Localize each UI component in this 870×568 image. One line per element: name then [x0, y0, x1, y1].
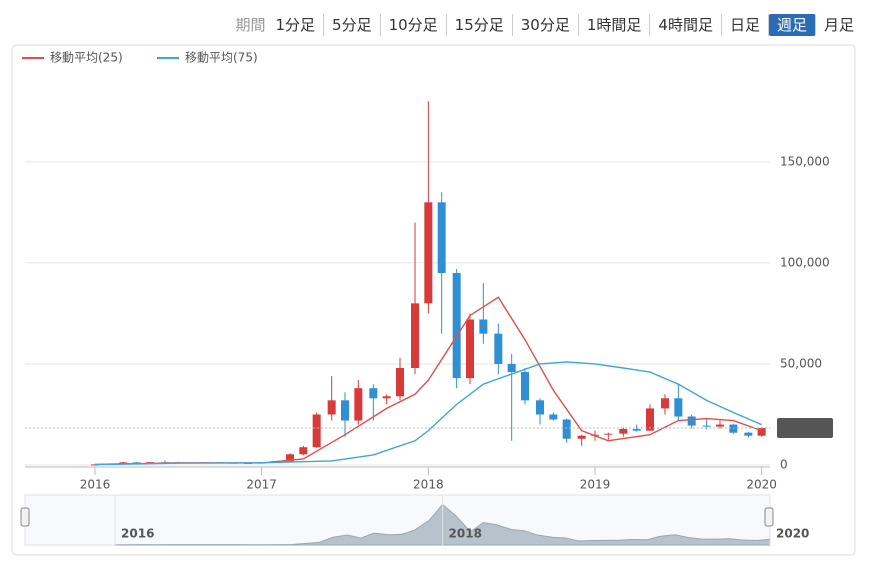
candle-body	[286, 454, 294, 462]
candle-body	[716, 424, 724, 427]
candle-body	[632, 429, 641, 431]
y-tick-label: 0	[780, 458, 788, 472]
last-price-label: 18,284	[784, 422, 826, 436]
period-button[interactable]: 5分足	[324, 14, 381, 36]
navigator-label: 2018	[449, 527, 482, 541]
ma-line	[94, 296, 762, 466]
candle-body	[396, 368, 404, 397]
period-button[interactable]: 月足	[823, 16, 854, 34]
navigator-label: 2016	[121, 527, 154, 541]
navigator-handle[interactable]	[20, 507, 30, 527]
period-button[interactable]: 日足	[722, 14, 769, 36]
candle-body	[312, 414, 321, 448]
candle-body	[562, 419, 571, 439]
legend-label: 移動平均(75)	[185, 51, 258, 65]
candle-body	[382, 396, 391, 399]
candle-body	[479, 319, 488, 334]
y-tick-label: 150,000	[780, 154, 830, 168]
candle-body	[729, 424, 738, 433]
candle-body	[661, 398, 669, 409]
chart-frame	[11, 44, 856, 556]
candle-body	[299, 447, 308, 455]
y-tick-label: 50,000	[780, 356, 822, 370]
candle-body	[619, 429, 628, 434]
candle-body	[687, 416, 696, 426]
navigator-handle[interactable]	[764, 507, 774, 527]
candle-body	[119, 462, 128, 464]
candle-body	[702, 425, 711, 427]
period-button[interactable]: 10分足	[381, 14, 447, 36]
y-tick-label: 100,000	[780, 255, 830, 269]
x-tick-label: 2016	[80, 478, 111, 492]
candle-body	[327, 400, 336, 415]
candle-body	[424, 202, 433, 304]
last-price-box	[777, 418, 833, 439]
candle-body	[577, 435, 586, 439]
candle-body	[132, 462, 141, 464]
candle-body	[757, 428, 766, 436]
candle-body	[494, 333, 503, 364]
candle-body	[452, 273, 461, 379]
toolbar-label: 期間	[235, 16, 266, 34]
candle-body	[674, 398, 683, 417]
x-tick-label: 2020	[746, 478, 777, 492]
legend-label: 移動平均(25)	[50, 51, 123, 65]
period-button[interactable]: 15分足	[447, 14, 513, 36]
candle-body	[646, 408, 654, 431]
candle-body	[411, 303, 419, 369]
candle-body	[536, 400, 544, 415]
x-tick-label: 2018	[413, 478, 444, 492]
period-button[interactable]: 週足	[768, 14, 816, 36]
candle-body	[507, 363, 516, 373]
period-button[interactable]: 30分足	[513, 14, 579, 36]
period-button[interactable]: 4時間足	[650, 14, 722, 36]
candle-body	[437, 202, 446, 274]
candle-body	[369, 388, 378, 399]
x-tick-label: 2017	[246, 478, 277, 492]
candle-body	[91, 464, 99, 466]
candle-body	[466, 319, 474, 379]
candle-body	[521, 372, 529, 401]
candle-body	[604, 433, 613, 435]
x-tick-label: 2019	[580, 478, 611, 492]
period-button[interactable]: 1時間足	[579, 14, 651, 36]
candle-body	[744, 432, 753, 436]
candle-body	[354, 388, 363, 421]
candle-body	[341, 400, 349, 421]
navigator-label: 2020	[776, 527, 809, 541]
ma-line	[94, 361, 762, 466]
period-toolbar: 期間 1分足 5分足 10分足 15分足 30分足 1時間足 4時間足 日足 週足 月足	[0, 10, 862, 40]
period-button[interactable]: 1分足	[267, 14, 325, 36]
candle-body	[549, 414, 558, 420]
